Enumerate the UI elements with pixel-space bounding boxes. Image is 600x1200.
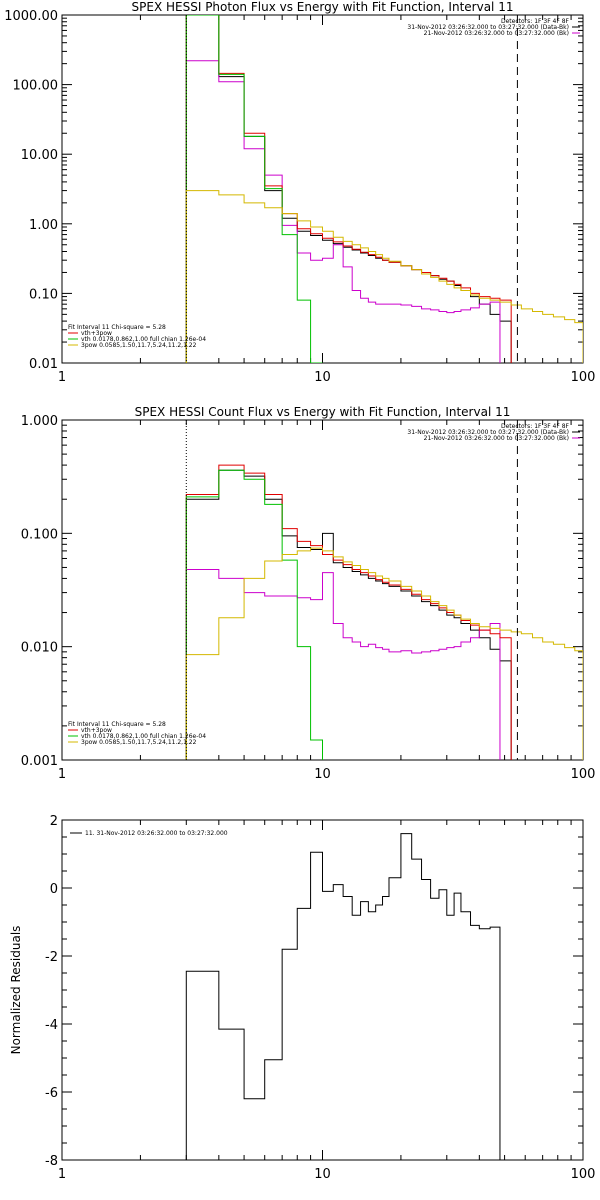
legend-entry: 3pow 0.0585,1.50,11.7,5.24,11.2,1.22 <box>81 342 197 349</box>
series-vth-3pow <box>185 15 512 363</box>
legend-entry: 11. 31-Nov-2012 03:26:32.000 to 03:27:32… <box>85 830 228 837</box>
x-tick-label: 1 <box>58 767 66 782</box>
x-tick-label: 100 <box>571 370 596 385</box>
y-tick-label: -2 <box>45 950 58 965</box>
legend-fit-header: Fit Interval 11 Chi-square = 5.28 <box>68 324 166 331</box>
x-tick-label: 10 <box>314 370 331 385</box>
legend-top-line: 31-Nov-2012 03:26:32.000 to 03:27:32.000… <box>407 24 569 31</box>
series-bk <box>185 568 501 760</box>
series-bk <box>185 60 501 363</box>
y-tick-label: 1.00 <box>29 218 58 233</box>
y-tick-label: 0.10 <box>29 287 58 302</box>
y-axis-label: Normalized Residuals <box>9 926 23 1055</box>
y-tick-label: -8 <box>45 1154 58 1169</box>
legend-entry: vth+3pow <box>81 727 112 734</box>
chart-title: SPEX HESSI Count Flux vs Energy with Fit… <box>135 405 511 419</box>
y-tick-label: -4 <box>45 1018 58 1033</box>
x-tick-label: 10 <box>314 1167 331 1182</box>
legend-top-line: Detectors: 1F 3F 4F 8F <box>501 423 570 430</box>
legend-entry: vth 0.0178,0.862,1.00 full chian 1.26e-0… <box>81 733 206 740</box>
series-3pow <box>185 190 583 363</box>
y-tick-label: 0 <box>50 882 58 897</box>
chart-panel-3: Normalized Residuals 1 10 100 -8 -6 -4 -2 0 2 11. … <box>9 814 595 1182</box>
chart-panel-2: SPEX HESSI Count Flux vs Energy with Fit… <box>21 405 596 782</box>
y-tick-label: 0.01 <box>29 357 58 372</box>
y-tick-label: 10.00 <box>21 148 58 163</box>
plot-frame <box>61 14 584 364</box>
y-tick-label: 0.100 <box>21 527 58 542</box>
legend-top-line: 31-Nov-2012 03:26:32.000 to 03:27:32.000… <box>407 429 569 436</box>
y-tick-label: 2 <box>50 814 58 829</box>
series-residuals <box>185 833 501 1160</box>
series-data-bk <box>185 15 512 363</box>
x-tick-label: 1 <box>58 1167 66 1182</box>
legend-top-line: Detectors: 1F 3F 4F 8F <box>501 18 570 25</box>
y-tick-label: 100.00 <box>13 79 59 94</box>
legend-entry: vth 0.0178,0.862,1.00 full chian 1.26e-0… <box>81 336 206 343</box>
series-data-bk <box>185 469 512 760</box>
x-tick-label: 100 <box>571 767 596 782</box>
legend-fit-header: Fit Interval 11 Chi-square = 5.28 <box>68 721 166 728</box>
y-tick-label: 1000.00 <box>4 9 58 24</box>
chart-panel-1: SPEX HESSI Photon Flux vs Energy with Fi… <box>4 0 595 385</box>
legend-entry: 3pow 0.0585,1.50,11.7,5.24,11.2,1.22 <box>81 739 197 746</box>
x-tick-label: 100 <box>571 1167 596 1182</box>
y-tick-label: -6 <box>45 1086 58 1101</box>
series-vth <box>185 15 323 363</box>
y-tick-label: 1.000 <box>21 414 58 429</box>
series-vth <box>185 469 323 760</box>
y-tick-label: 0.001 <box>21 754 58 769</box>
legend-top-line: 21-Nov-2012 03:26:32.000 to 03:27:32.000… <box>424 435 569 442</box>
series-3pow <box>185 547 583 760</box>
x-tick-label: 10 <box>314 767 331 782</box>
chart-title: SPEX HESSI Photon Flux vs Energy with Fi… <box>132 0 514 14</box>
legend-top-line: 21-Nov-2012 03:26:32.000 to 03:27:32.000… <box>424 30 569 37</box>
legend-entry: vth+3pow <box>81 330 112 337</box>
x-tick-label: 1 <box>58 370 66 385</box>
series-vth-3pow <box>185 464 512 760</box>
y-tick-label: 0.010 <box>21 641 58 656</box>
